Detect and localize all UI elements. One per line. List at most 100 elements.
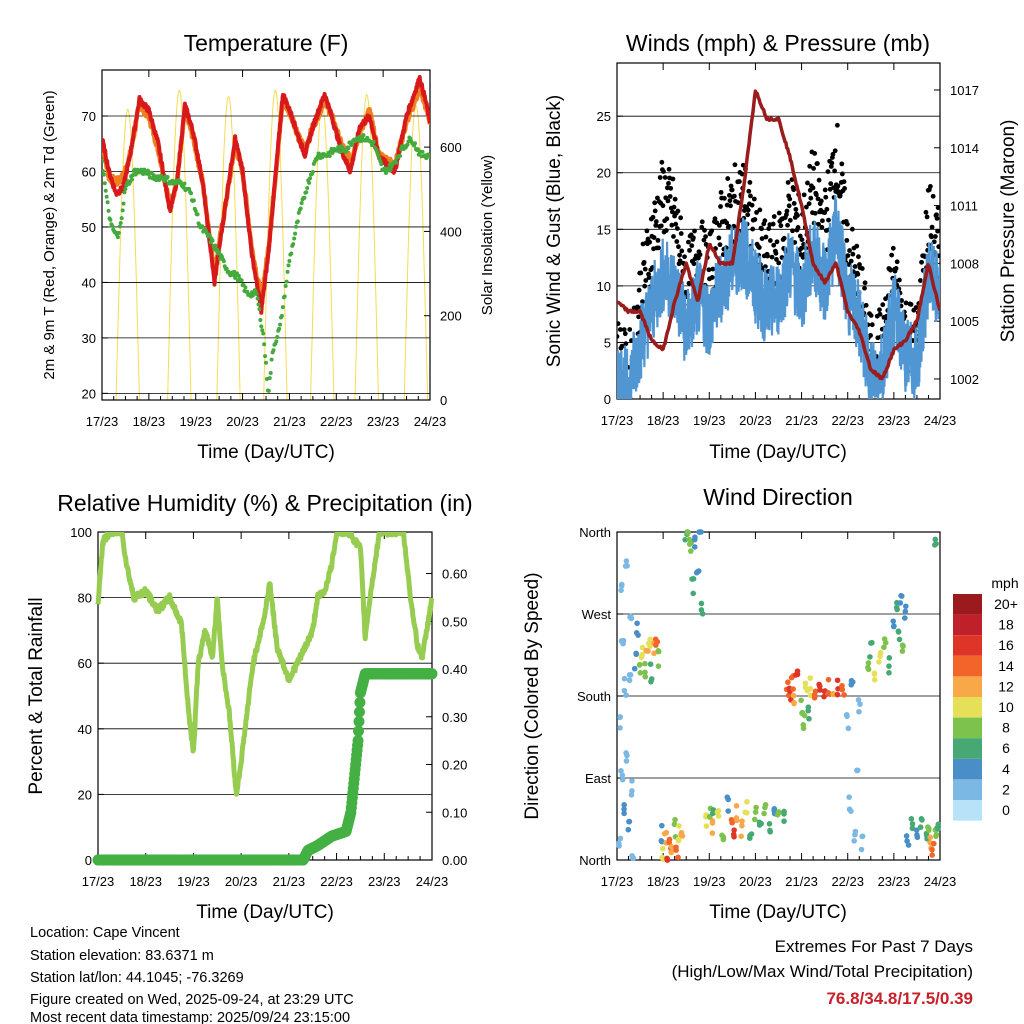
gust-point — [835, 183, 841, 189]
wind-direction-point — [615, 840, 622, 847]
wind-direction-point — [725, 796, 732, 803]
dewpoint-point — [310, 169, 315, 174]
gust-point — [619, 343, 625, 349]
wind-direction-point — [855, 697, 862, 703]
dewpoint-point — [102, 158, 104, 163]
wind-direction-point — [668, 843, 675, 850]
gust-point — [656, 245, 661, 251]
wind-direction-panel: Wind Direction Direction (Colored By Spe… — [522, 484, 1019, 923]
wind-direction-point — [913, 827, 920, 833]
dewpoint-point — [279, 313, 284, 318]
y-tick-label: 40 — [78, 722, 92, 737]
wind-direction-point — [897, 600, 904, 606]
legend-swatch — [953, 594, 982, 615]
dewpoint-point — [221, 259, 226, 264]
gust-point — [795, 213, 800, 218]
gust-point — [667, 194, 673, 199]
gust-point — [669, 222, 675, 228]
wind-direction-point — [761, 810, 767, 817]
latlon-text: Station lat/lon: 44.1045; -76.3269 — [30, 970, 244, 986]
wind-direction-point — [898, 592, 904, 599]
wind-direction-point — [886, 655, 893, 661]
x-tick-label: 17/23 — [82, 874, 115, 889]
legend-title: mph — [991, 575, 1018, 591]
y-tick-label: 10 — [597, 279, 611, 294]
winds-panel: Winds (mph) & Pressure (mb) Sonic Wind &… — [544, 30, 1019, 463]
y-tick-label: 60 — [82, 164, 96, 179]
x-tick-label: 24/23 — [924, 874, 957, 889]
gust-point — [816, 221, 821, 227]
dewpoint-point — [243, 285, 248, 290]
wind-direction-point — [648, 678, 654, 685]
gust-point — [844, 221, 850, 227]
gust-point — [848, 258, 854, 264]
wind-direction-point — [619, 776, 626, 783]
wind-direction-point — [675, 836, 682, 843]
wind-direction-point — [698, 600, 705, 607]
gust-point — [678, 231, 684, 236]
legend-label: 8 — [1002, 720, 1010, 736]
gust-point — [671, 204, 677, 210]
y-tick-label: 5 — [604, 335, 611, 350]
dewpoint-point — [383, 170, 388, 175]
gust-point — [769, 254, 775, 260]
wind-direction-point — [686, 541, 693, 547]
wind-direction-point — [821, 693, 827, 700]
gust-point — [811, 166, 816, 171]
gust-point — [671, 234, 676, 239]
wind-direction-point — [627, 614, 633, 620]
wind-direction-point — [845, 725, 852, 732]
gust-point — [703, 234, 708, 240]
gust-point — [673, 221, 679, 227]
wind-direction-point — [629, 778, 635, 784]
gust-point — [676, 244, 681, 250]
gust-point — [741, 208, 747, 213]
x-tick-label: 17/23 — [601, 413, 634, 428]
gust-point — [787, 217, 793, 223]
x-tick-label: 19/23 — [177, 874, 210, 889]
dewpoint-point — [239, 278, 244, 283]
gust-point — [623, 341, 629, 347]
wind-direction-point — [621, 675, 628, 682]
gust-point — [735, 200, 741, 206]
gust-point — [672, 196, 678, 202]
gust-point — [929, 234, 934, 240]
x-tick-label: 22/23 — [320, 414, 353, 429]
wind-direction-point — [620, 640, 626, 647]
wind-direction-point — [927, 834, 934, 841]
wind-direction-point — [919, 817, 925, 823]
gust-point — [806, 201, 812, 207]
y-right-tick-label: 600 — [440, 140, 462, 155]
gust-point — [830, 151, 836, 157]
dewpoint-point — [346, 146, 351, 151]
wind-direction-point — [715, 808, 722, 814]
gust-point — [617, 334, 620, 339]
dewpoint-point — [394, 160, 399, 165]
dewpoint-point — [327, 154, 332, 159]
wind-direction-point — [647, 643, 653, 649]
dewpoint-point — [371, 139, 376, 144]
wind-direction-point — [871, 670, 878, 677]
dewpoint-point — [264, 360, 268, 365]
gust-point — [918, 278, 923, 283]
gust-point — [642, 283, 648, 289]
gust-point — [659, 159, 665, 165]
wind-direction-point — [756, 819, 763, 826]
x-tick-label: 19/23 — [179, 414, 212, 429]
gust-point — [774, 239, 780, 245]
wind-direction-point — [835, 686, 841, 692]
gust-point — [791, 187, 797, 193]
wind-direction-point — [689, 576, 695, 582]
dewpoint-point — [285, 269, 290, 274]
gust-point — [815, 161, 820, 166]
dewpoint-point — [267, 376, 272, 381]
humidity-title: Relative Humidity (%) & Precipitation (i… — [57, 490, 472, 516]
wind-direction-point — [854, 767, 860, 774]
dewpoint-point — [118, 220, 123, 225]
wind-direction-point — [642, 673, 649, 680]
relative-humidity-line — [95, 532, 435, 797]
legend-label: 2 — [1002, 781, 1010, 797]
wind-direction-point — [672, 816, 678, 823]
x-tick-label: 20/23 — [225, 874, 258, 889]
gust-point — [722, 195, 727, 201]
